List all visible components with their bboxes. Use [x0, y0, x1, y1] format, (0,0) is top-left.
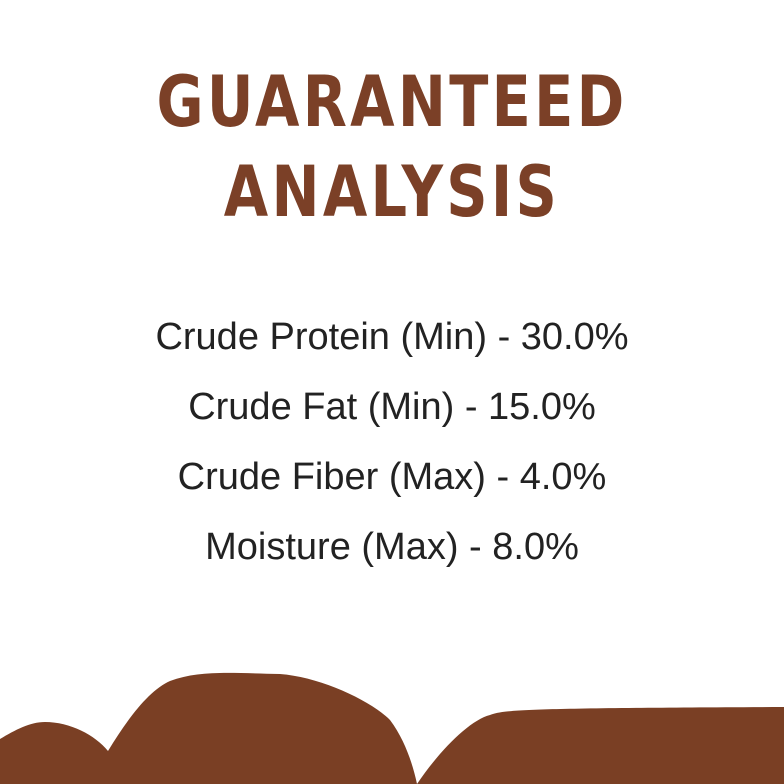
title-line-1: GUARANTEED: [156, 61, 628, 143]
brown-hills-shape: [0, 672, 784, 784]
title-line-2: ANALYSIS: [223, 151, 561, 233]
analysis-item-moisture: Moisture (Max) - 8.0%: [205, 526, 579, 568]
analysis-list: Crude Protein (Min) - 30.0% Crude Fat (M…: [0, 302, 784, 582]
analysis-item-fiber: Crude Fiber (Max) - 4.0%: [177, 456, 607, 498]
analysis-item-fat: Crude Fat (Min) - 15.0%: [188, 386, 596, 428]
analysis-item-protein: Crude Protein (Min) - 30.0%: [155, 316, 629, 358]
